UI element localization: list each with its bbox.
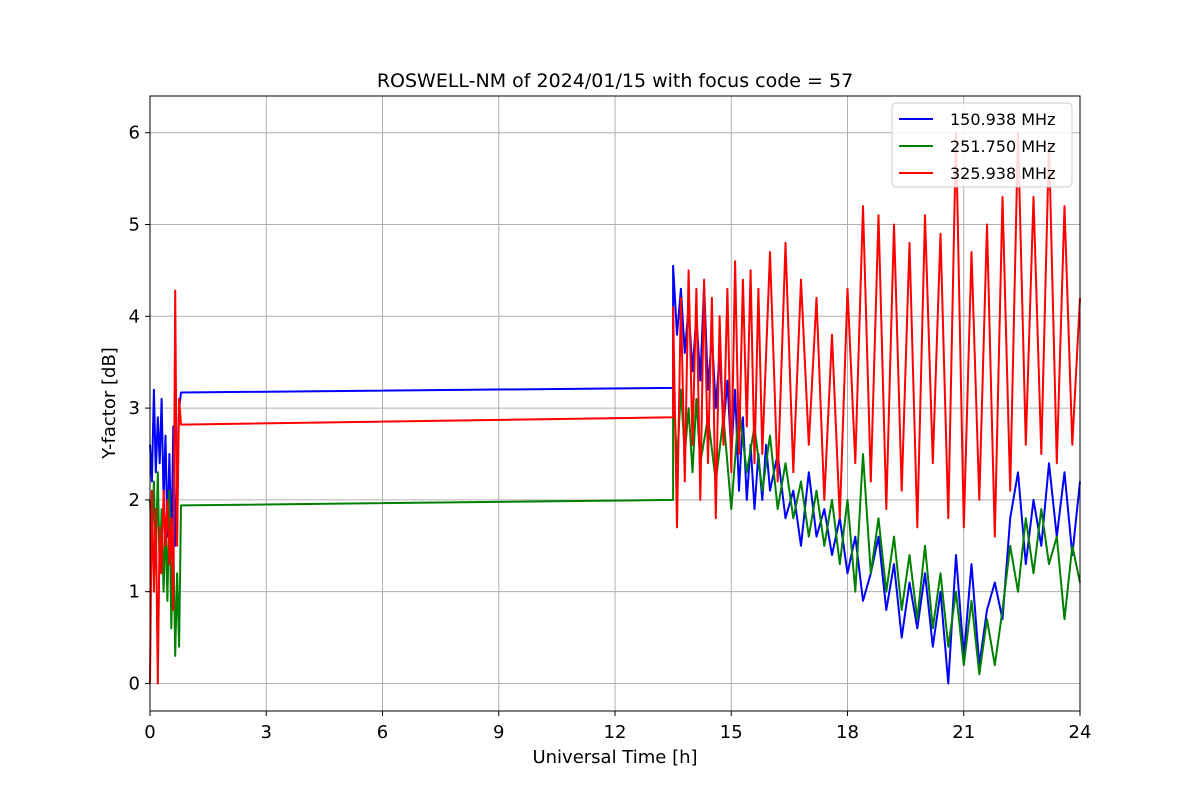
chart-title: ROSWELL-NM of 2024/01/15 with focus code… — [377, 70, 853, 92]
y-tick-label: 4 — [129, 306, 140, 327]
x-tick-label: 12 — [604, 722, 627, 743]
plot-area — [149, 131, 1081, 685]
y-tick-label: 1 — [129, 582, 140, 603]
x-tick-label: 24 — [1069, 722, 1092, 743]
y-tick-label: 2 — [129, 490, 140, 511]
legend-entry: 150.938 MHz — [950, 110, 1055, 129]
legend-entry: 325.938 MHz — [950, 164, 1055, 183]
x-tick-label: 18 — [836, 722, 859, 743]
x-tick-label: 3 — [261, 722, 272, 743]
x-tick-label: 15 — [720, 722, 743, 743]
x-axis-label: Universal Time [h] — [532, 747, 697, 768]
y-tick-label: 0 — [129, 673, 140, 694]
x-tick-label: 21 — [952, 722, 975, 743]
series-line-2 — [149, 131, 1081, 685]
legend: 150.938 MHz 251.750 MHz 325.938 MHz — [891, 102, 1073, 188]
x-tick-label: 0 — [144, 722, 155, 743]
y-tick-label: 6 — [129, 123, 140, 144]
legend-box — [891, 102, 1073, 188]
y-tick-label: 3 — [129, 398, 140, 419]
y-axis-label: Y-factor [dB] — [99, 347, 120, 460]
legend-entry: 251.750 MHz — [950, 137, 1055, 156]
y-tick-label: 5 — [129, 215, 140, 236]
x-tick-label: 6 — [377, 722, 388, 743]
x-tick-label: 9 — [493, 722, 504, 743]
